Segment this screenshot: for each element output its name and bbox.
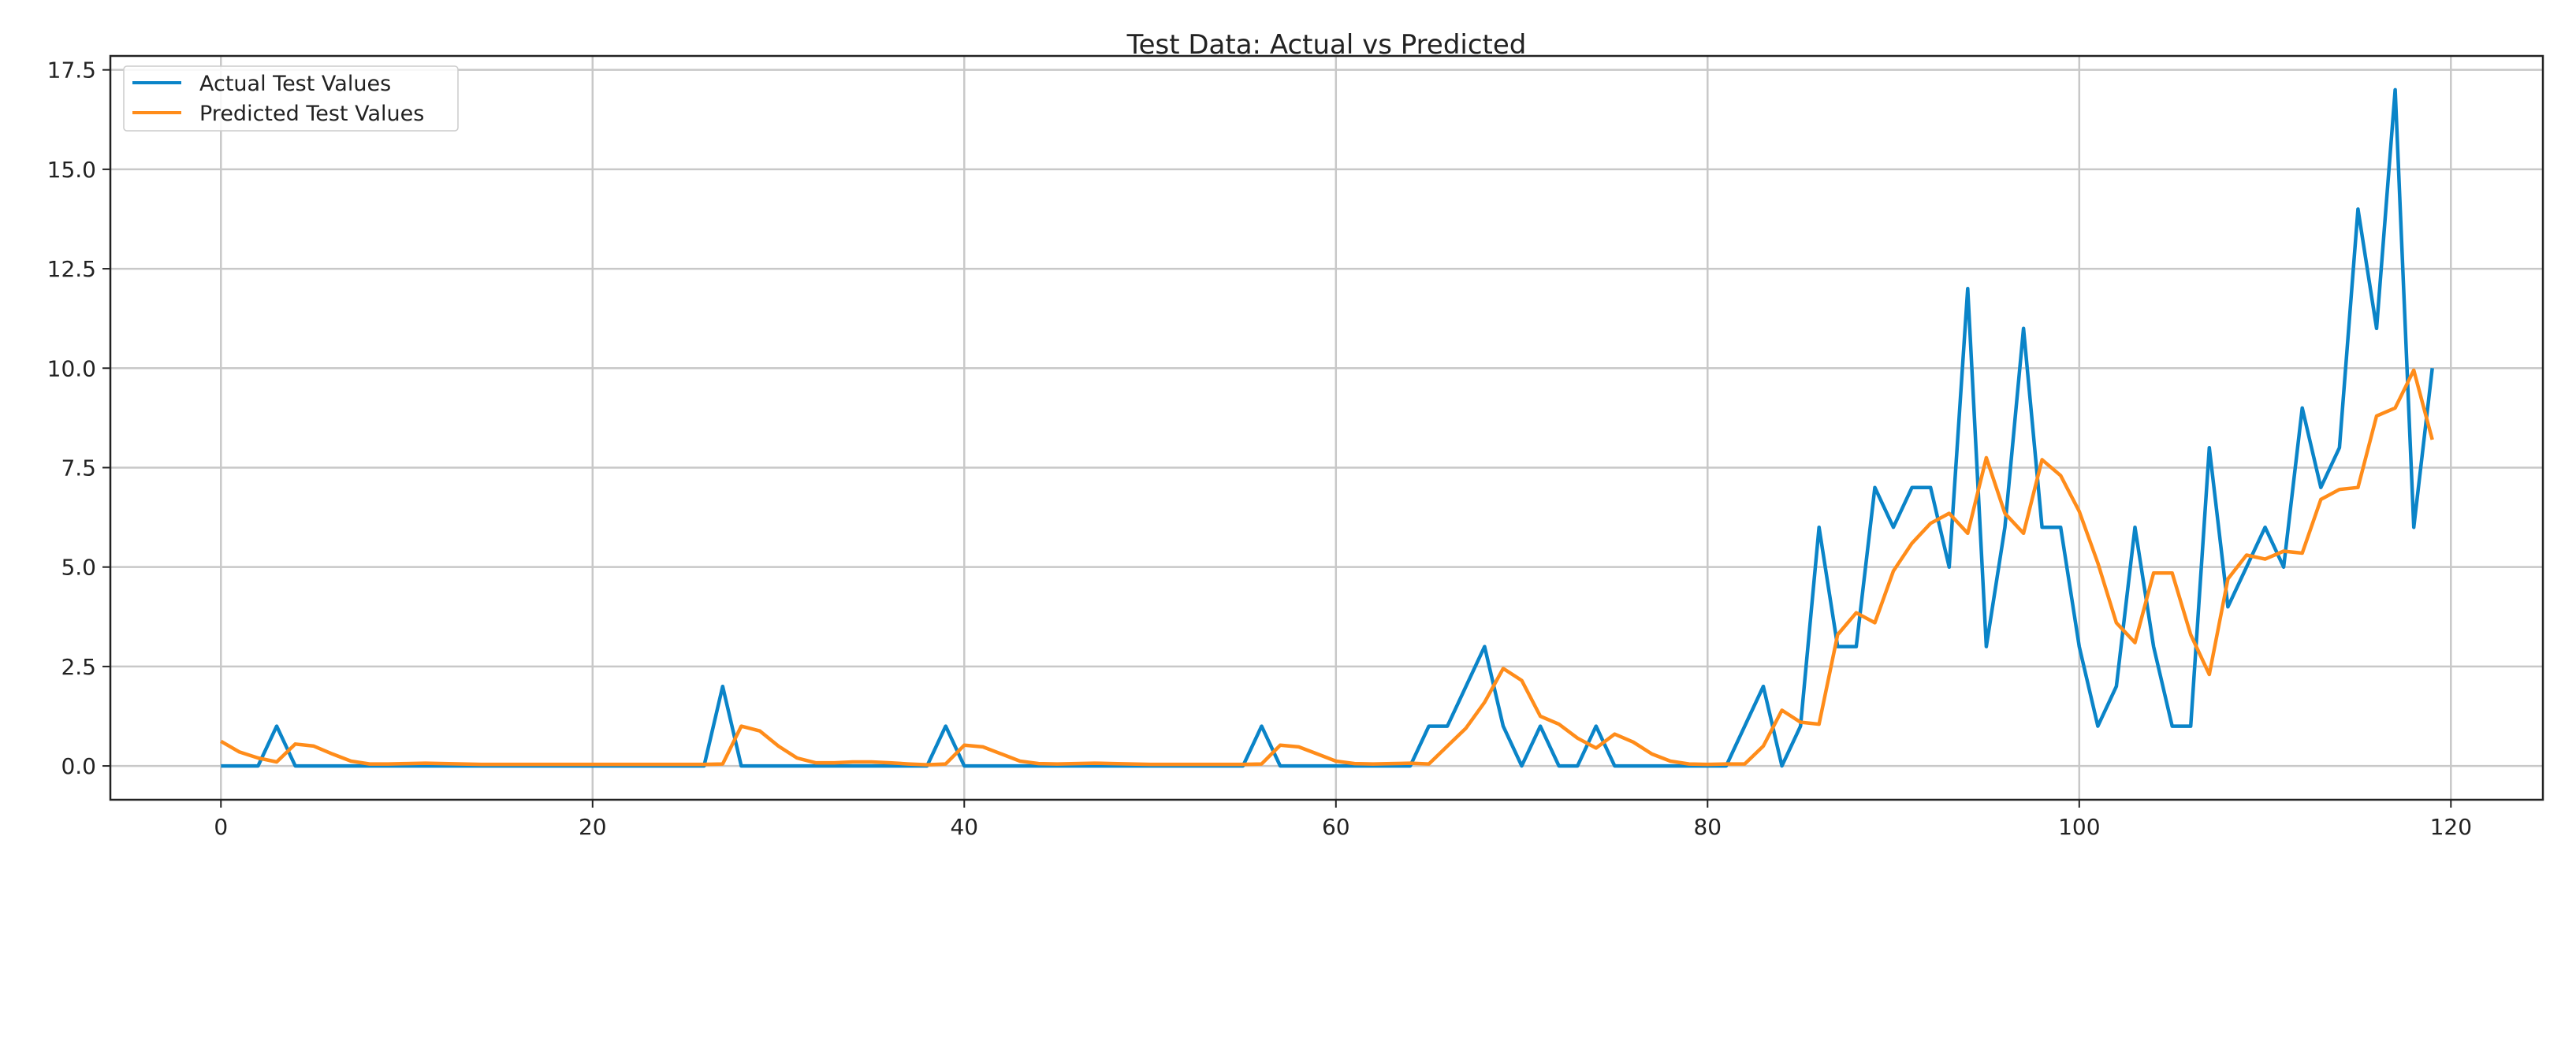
legend: Actual Test Values Predicted Test Values	[123, 65, 459, 132]
series-lines	[220, 87, 2434, 768]
x-axis: 0 20 40 60 80 100 120	[214, 800, 2472, 840]
grid	[110, 56, 2543, 800]
x-tick-label: 0	[214, 814, 228, 840]
series-line-predicted	[220, 368, 2434, 767]
y-tick-label: 12.5	[47, 256, 96, 282]
series-line-actual	[221, 87, 2434, 768]
x-tick-label: 40	[950, 814, 978, 840]
y-tick-label: 2.5	[61, 654, 96, 680]
x-tick-label: 80	[1693, 814, 1722, 840]
legend-label-predicted: Predicted Test Values	[199, 102, 424, 126]
legend-label-actual: Actual Test Values	[199, 72, 391, 96]
y-tick-label: 5.0	[61, 555, 96, 581]
y-tick-label: 15.0	[47, 157, 96, 183]
y-tick-label: 17.5	[47, 58, 96, 84]
x-tick-label: 60	[1322, 814, 1350, 840]
y-tick-label: 0.0	[61, 753, 96, 779]
plot-frame	[109, 54, 2544, 801]
x-tick-label: 120	[2430, 814, 2472, 840]
x-tick-label: 100	[2058, 814, 2100, 840]
y-tick-label: 10.0	[47, 355, 96, 381]
legend-box	[123, 65, 459, 132]
x-tick-label: 20	[579, 814, 607, 840]
y-tick-label: 7.5	[61, 455, 96, 481]
y-axis: 0.0 2.5 5.0 7.5 10.0 12.5 15.0 17.5	[47, 58, 110, 779]
